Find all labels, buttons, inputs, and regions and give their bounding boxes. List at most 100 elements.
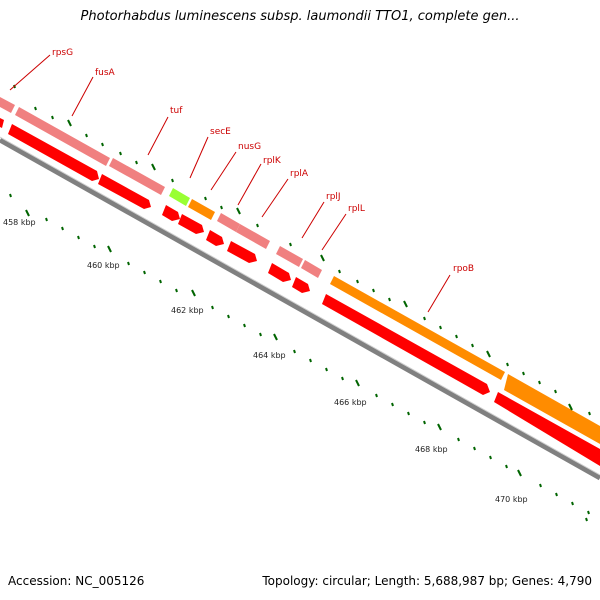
scale-tick [587,510,590,515]
scale-tick [457,437,460,442]
outer-tick [439,325,442,330]
outer-tick [204,196,207,201]
gene-leaders [9,54,451,313]
outer-tick [506,362,509,367]
leader-rplA [261,178,289,218]
gene-label-rpoB: rpoB [453,264,474,274]
scale-tick [9,193,12,198]
scale-tick [325,367,328,372]
scale-tick [375,393,378,398]
outer-tick [486,350,491,358]
topology-text: Topology: circular; Length: 5,688,987 bp… [262,574,592,588]
scale-tick [585,517,588,522]
outer-tick [338,269,341,274]
outer-tick [388,297,391,302]
gene-label-fusA: fusA [95,68,116,78]
backbone-line [0,137,600,481]
gene-labels: rpsG fusA tuf secE nusG rplK rplA rplJ r… [52,48,474,274]
scale-tick [571,501,574,506]
scale-tick [191,289,196,297]
scale-tick [437,423,442,431]
outer-tick [423,316,426,321]
outer-ticks [13,84,591,416]
gene-label-nusG: nusG [238,142,261,152]
gene-arrow-rpoB [322,294,490,395]
inner-ticks [9,193,590,522]
scale-tick [259,332,262,337]
scale-tick [391,402,394,407]
gene-block-rplK-outer [217,213,240,232]
scale-tick [505,464,508,469]
outer-tick [455,334,458,339]
scale-tick [127,261,130,266]
outer-tick [538,380,541,385]
outer-tick [356,279,359,284]
scale-label: 464 kbp [253,351,286,360]
gene-arrow-rplK [206,230,224,246]
scale-tick [355,379,360,387]
leader-tuf [147,116,169,156]
gene-block-rpoC-outer [504,374,600,444]
gene-block-rpsG-outer [0,97,15,113]
scale-label: 470 kbp [495,495,528,504]
outer-tick [34,106,37,111]
leader-secE [189,136,209,179]
scale-tick [293,349,296,354]
inner-track [0,118,600,466]
outer-tick [522,371,525,376]
outer-tick [135,160,138,165]
gene-label-rplA: rplA [290,169,309,179]
gene-arrow-rplA [227,241,257,263]
outer-tick [372,288,375,293]
outer-tick [119,151,122,156]
gene-label-rpsG: rpsG [52,48,73,58]
gene-block-nusG-outer [188,199,215,220]
scale-tick [341,376,344,381]
outer-tick [554,389,557,394]
scale-tick [473,446,476,451]
map-title: Photorhabdus luminescens subsp. laumondi… [80,9,520,24]
outer-tick [171,178,174,183]
scale-tick [489,455,492,460]
gene-arrow-rplL [292,277,310,293]
gene-block-rpoB-outer [330,276,505,380]
outer-tick [85,133,88,138]
outer-tick [151,163,156,171]
scale-tick [243,323,246,328]
outer-tick [471,343,474,348]
gene-block-rplL-outer [301,260,322,278]
gene-arrow-tuf [98,174,151,209]
leader-rpsG [9,54,51,91]
gene-block-fusA-outer [15,107,110,166]
gene-arrow-secE [162,205,180,221]
scale-label: 468 kbp [415,445,448,454]
gene-label-rplJ: rplJ [326,192,341,202]
scale-labels: 458 kbp 460 kbp 462 kbp 464 kbp 466 kbp … [3,218,528,504]
leader-rpoB [427,274,451,313]
leader-rplJ [301,201,325,239]
scale-tick [517,469,522,477]
outer-tick [568,403,573,411]
outer-tick [51,115,54,120]
backbone-highlight [0,136,600,476]
scale-tick [159,279,162,284]
scale-tick [273,333,278,341]
outer-tick [67,119,72,127]
scale-tick [539,483,542,488]
leader-fusA [71,76,94,117]
gene-label-rplL: rplL [348,204,365,214]
gene-label-tuf: tuf [170,106,183,116]
scale-label: 460 kbp [87,261,120,270]
gene-block-rplA-outer [236,224,270,249]
scale-tick [309,358,312,363]
gene-block-secE-outer [169,188,190,206]
gene-arrow-nusG [178,214,204,234]
outer-tick [320,254,325,262]
leader-rplL [321,213,347,251]
gene-arrow-rpsG [0,118,4,128]
scale-label: 458 kbp [3,218,36,227]
gene-label-secE: secE [210,127,231,137]
gene-label-rplK: rplK [263,156,282,166]
outer-tick [256,223,259,228]
gene-block-tuf-outer [109,158,165,195]
